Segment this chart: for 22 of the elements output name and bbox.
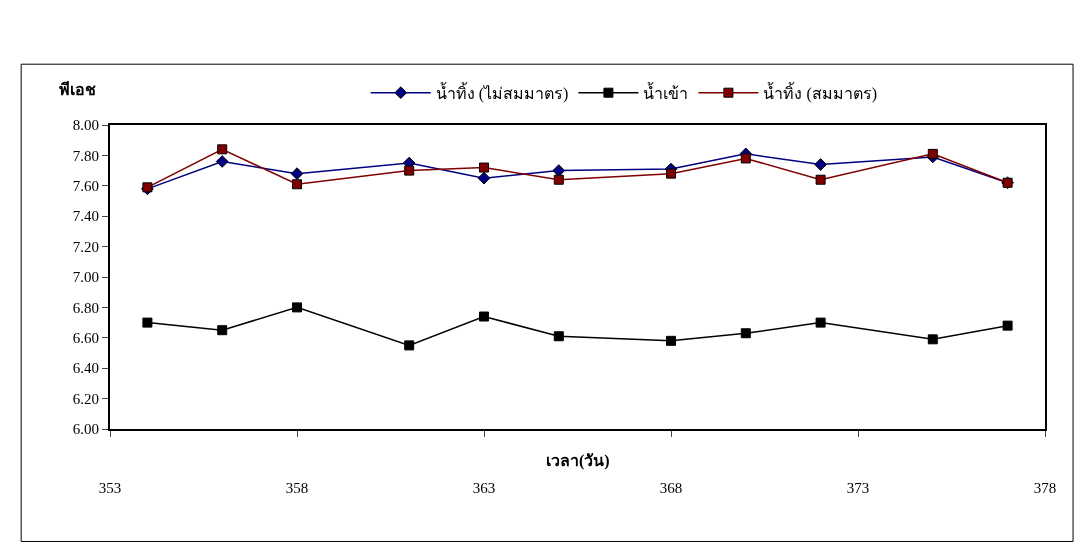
x-tick-label: 353 (98, 480, 122, 496)
legend-label: น้ำทิ้ง (ไม่สมมาตร) (435, 81, 569, 103)
y-tick-label: 6.80 (72, 299, 99, 316)
y-tick-label: 6.60 (72, 330, 99, 347)
y-tick-label: 6.20 (72, 390, 99, 407)
y-axis-title: พีเอช (59, 80, 96, 98)
y-tick-label: 6.40 (72, 360, 99, 377)
legend-label: น้ำทิ้ง (สมมาตร) (763, 81, 878, 103)
y-tick-label: 7.40 (72, 208, 99, 225)
y-tick-label: 7.00 (72, 269, 99, 286)
y-tick-label: 6.00 (72, 421, 99, 438)
x-tick-label: 363 (472, 480, 496, 496)
x-tick-label: 378 (1033, 480, 1057, 496)
x-tick-label: 373 (846, 480, 870, 496)
y-tick-label: 7.80 (72, 147, 99, 164)
x-axis-title: เวลา(วัน) (546, 452, 610, 470)
x-tick-label: 368 (659, 480, 683, 496)
x-tick-label: 358 (285, 480, 309, 496)
y-tick-label: 7.20 (72, 238, 99, 255)
y-tick-label: 8.00 (72, 117, 99, 134)
legend-label: น้ำเข้า (643, 81, 689, 102)
y-tick-label: 7.60 (72, 178, 99, 195)
